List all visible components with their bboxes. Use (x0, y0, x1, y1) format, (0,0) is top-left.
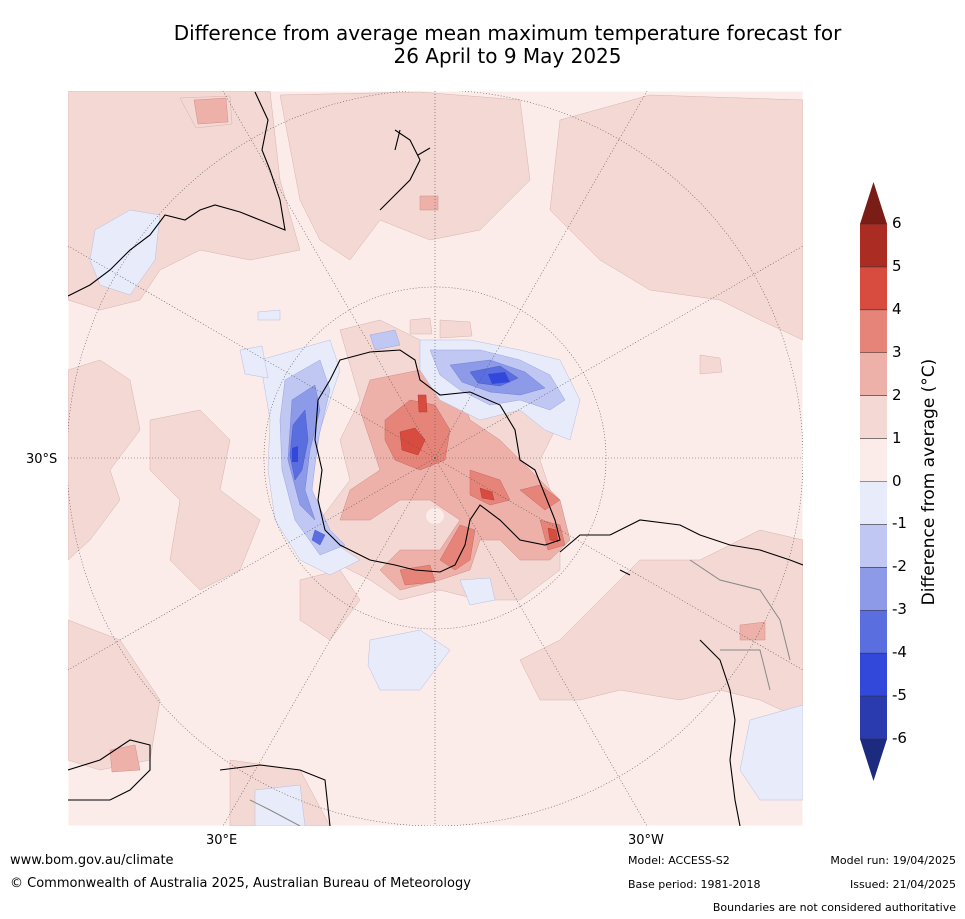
latitude-label: 30°S (26, 452, 58, 467)
anomaly-4-to-5-areas (399, 394, 559, 543)
colorbar-band (860, 438, 887, 482)
colorbar-extend-max (860, 182, 887, 224)
colorbar-tick-label: -2 (892, 557, 907, 576)
longitude-label-east: 30°E (206, 833, 238, 848)
colorbar-band (860, 524, 887, 568)
colorbar-tick-label: -3 (892, 600, 907, 619)
colorbar-tick-label: -4 (892, 643, 907, 662)
graticule (68, 91, 803, 826)
colorbar-tick-label: -1 (892, 514, 907, 533)
anomaly-1-to-2-areas (68, 91, 803, 826)
colorbar-tick-label: 3 (892, 342, 902, 361)
colorbar-band (860, 395, 887, 440)
model-name: Model: ACCESS-S2 (628, 854, 730, 867)
australia-coast (68, 91, 286, 297)
antarctica-coast (314, 349, 561, 573)
coastlines (68, 91, 803, 826)
south-america-coast (559, 519, 803, 826)
colorbar-band (860, 696, 887, 740)
colorbar-tick-label: -6 (892, 729, 907, 747)
colorbar-band (860, 610, 887, 654)
copyright-notice: © Commonwealth of Australia 2025, Austra… (10, 876, 471, 891)
colorbar-band (860, 266, 887, 311)
model-run-date: Model run: 19/04/2025 (830, 854, 956, 867)
title-line-2: 26 April to 9 May 2025 (393, 44, 622, 68)
issued-date: Issued: 21/04/2025 (849, 878, 956, 891)
colorbar-tick-label: 6 (892, 214, 902, 232)
title-line-1: Difference from average mean maximum tem… (173, 21, 842, 45)
colorbar-band (860, 309, 887, 354)
boundaries-disclaimer: Boundaries are not considered authoritat… (712, 901, 956, 914)
colorbar-tick-label: 5 (892, 256, 902, 275)
country-boundaries (249, 559, 791, 826)
colorbar-band (860, 653, 887, 697)
africa-coast (68, 739, 331, 826)
colorbar-label: Difference from average (°C) (919, 358, 939, 606)
colorbar-tick-label: 4 (892, 299, 902, 318)
colorbar-tick-label: 1 (892, 428, 902, 447)
colorbar-band (860, 352, 887, 397)
colorbar-tick-label: 0 (892, 471, 902, 490)
colorbar-extend-min (860, 739, 887, 781)
colorbar-band (860, 567, 887, 611)
longitude-label-west: 30°W (628, 833, 664, 848)
new-zealand-coast (379, 129, 431, 211)
colorbar-tick-label: 2 (892, 385, 902, 404)
colorbar-band (860, 224, 887, 268)
base-period: Base period: 1981-2018 (628, 878, 761, 891)
warm-spot-centre (426, 508, 444, 524)
chart-title: Difference from average mean maximum tem… (60, 22, 955, 68)
colorbar-tick-label: -5 (892, 686, 907, 705)
source-url: www.bom.gov.au/climate (10, 853, 174, 868)
colorbar-band (860, 481, 887, 525)
